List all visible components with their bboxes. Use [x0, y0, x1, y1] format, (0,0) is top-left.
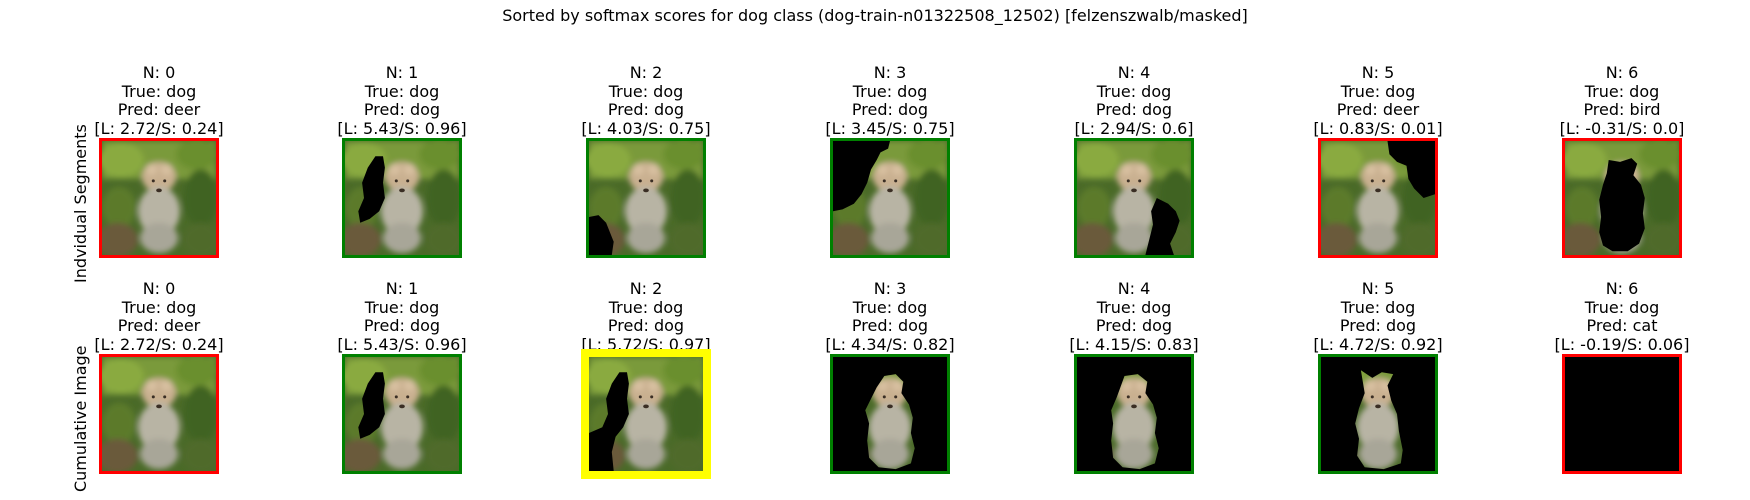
cell-title-r0-c4: N: 4 True: dog Pred: dog [L: 2.94/S: 0.6]: [1014, 63, 1254, 138]
cell-title-r0-c5: N: 5 True: dog Pred: deer [L: 0.83/S: 0.01]: [1258, 63, 1498, 138]
cell-title-r1-c5: N: 5 True: dog Pred: dog [L: 4.72/S: 0.92]: [1258, 279, 1498, 354]
cell-title-r1-c6: N: 6 True: dog Pred: cat [L: -0.19/S: 0.06]: [1502, 279, 1742, 354]
cell-true-label: True: dog: [121, 81, 197, 101]
cell-title-r1-c0: N: 0 True: dog Pred: deer [L: 2.72/S: 0.24]: [39, 279, 279, 354]
cell-score-label: [L: 2.72/S: 0.24]: [94, 334, 224, 354]
cell-n-label: N: 6: [1605, 63, 1639, 82]
cell-true-label: True: dog: [608, 81, 684, 101]
cell-true-label: True: dog: [1096, 297, 1172, 317]
cell-pred-label: Pred: deer: [117, 100, 201, 119]
cell-pred-label: Pred: dog: [1339, 316, 1417, 335]
thumbnail-r0-c2: [586, 138, 706, 258]
cell-true-label: True: dog: [121, 297, 197, 317]
thumbnail-r1-c4: [1074, 354, 1194, 474]
cell-true-label: True: dog: [852, 297, 928, 317]
cell-pred-label: Pred: dog: [607, 100, 685, 119]
cell-title-r0-c6: N: 6 True: dog Pred: bird [L: -0.31/S: 0.0]: [1502, 63, 1742, 138]
cell-pred-label: Pred: dog: [851, 316, 929, 335]
thumbnail-r0-c4: [1074, 138, 1194, 258]
cell-pred-label: Pred: dog: [851, 100, 929, 119]
cell-true-label: True: dog: [364, 297, 440, 317]
cell-true-label: True: dog: [608, 297, 684, 317]
cell-score-label: [L: 5.43/S: 0.96]: [337, 334, 467, 354]
cell-n-label: N: 1: [385, 63, 419, 82]
thumbnail-r1-c1: [342, 354, 462, 474]
thumbnail-r1-c5: [1318, 354, 1438, 474]
cell-pred-label: Pred: dog: [607, 316, 685, 335]
cell-n-label: N: 3: [873, 63, 907, 82]
row-label-cumulative: Cumulative Image: [71, 345, 90, 492]
thumbnail-r1-c0: [99, 354, 219, 474]
cell-true-label: True: dog: [1340, 297, 1416, 317]
thumbnail-r1-c3: [830, 354, 950, 474]
cell-n-label: N: 1: [385, 279, 419, 298]
cell-n-label: N: 2: [629, 279, 663, 298]
cell-pred-label: Pred: deer: [1336, 100, 1420, 119]
row-label-individual: Indvidual Segments: [71, 124, 90, 283]
thumbnail-r0-c5: [1318, 138, 1438, 258]
cell-title-r1-c1: N: 1 True: dog Pred: dog [L: 5.43/S: 0.96]: [282, 279, 522, 354]
cell-score-label: [L: -0.19/S: 0.06]: [1554, 334, 1690, 354]
cell-score-label: [L: 3.45/S: 0.75]: [825, 118, 955, 138]
figure-title: Sorted by softmax scores for dog class (…: [502, 6, 1248, 25]
cell-pred-label: Pred: deer: [117, 316, 201, 335]
cell-score-label: [L: 2.72/S: 0.24]: [94, 118, 224, 138]
cell-title-r1-c2: N: 2 True: dog Pred: dog [L: 5.72/S: 0.97]: [526, 279, 766, 354]
cell-true-label: True: dog: [364, 81, 440, 101]
cell-score-label: [L: -0.31/S: 0.0]: [1559, 118, 1685, 138]
cell-n-label: N: 6: [1605, 279, 1639, 298]
thumbnail-r1-c2: [581, 349, 711, 479]
cell-pred-label: Pred: bird: [1583, 100, 1661, 119]
cell-n-label: N: 4: [1117, 63, 1151, 82]
cell-title-r1-c4: N: 4 True: dog Pred: dog [L: 4.15/S: 0.83]: [1014, 279, 1254, 354]
cell-n-label: N: 2: [629, 63, 663, 82]
cell-true-label: True: dog: [1096, 81, 1172, 101]
cell-n-label: N: 5: [1361, 279, 1395, 298]
cell-n-label: N: 0: [142, 63, 176, 82]
cell-true-label: True: dog: [1584, 81, 1660, 101]
cell-true-label: True: dog: [852, 81, 928, 101]
cell-true-label: True: dog: [1584, 297, 1660, 317]
cell-title-r0-c2: N: 2 True: dog Pred: dog [L: 4.03/S: 0.75]: [526, 63, 766, 138]
cell-title-r0-c0: N: 0 True: dog Pred: deer [L: 2.72/S: 0.24]: [39, 63, 279, 138]
cell-pred-label: Pred: cat: [1586, 316, 1658, 335]
cell-score-label: [L: 5.72/S: 0.97]: [581, 334, 711, 354]
cell-n-label: N: 5: [1361, 63, 1395, 82]
thumbnail-r0-c0: [99, 138, 219, 258]
cell-score-label: [L: 4.15/S: 0.83]: [1069, 334, 1199, 354]
cell-n-label: N: 4: [1117, 279, 1151, 298]
cell-score-label: [L: 4.34/S: 0.82]: [825, 334, 955, 354]
cell-title-r0-c1: N: 1 True: dog Pred: dog [L: 5.43/S: 0.96]: [282, 63, 522, 138]
cell-pred-label: Pred: dog: [363, 100, 441, 119]
cell-pred-label: Pred: dog: [1095, 100, 1173, 119]
cell-true-label: True: dog: [1340, 81, 1416, 101]
thumbnail-r1-c6: [1562, 354, 1682, 474]
cell-title-r0-c3: N: 3 True: dog Pred: dog [L: 3.45/S: 0.75]: [770, 63, 1010, 138]
thumbnail-r0-c6: [1562, 138, 1682, 258]
cell-n-label: N: 0: [142, 279, 176, 298]
cell-n-label: N: 3: [873, 279, 907, 298]
cell-score-label: [L: 4.72/S: 0.92]: [1313, 334, 1443, 354]
cell-score-label: [L: 4.03/S: 0.75]: [581, 118, 711, 138]
cell-score-label: [L: 2.94/S: 0.6]: [1074, 118, 1194, 138]
cell-pred-label: Pred: dog: [363, 316, 441, 335]
thumbnail-r0-c3: [830, 138, 950, 258]
cell-score-label: [L: 5.43/S: 0.96]: [337, 118, 467, 138]
cell-title-r1-c3: N: 3 True: dog Pred: dog [L: 4.34/S: 0.82]: [770, 279, 1010, 354]
cell-score-label: [L: 0.83/S: 0.01]: [1313, 118, 1443, 138]
cell-pred-label: Pred: dog: [1095, 316, 1173, 335]
thumbnail-r0-c1: [342, 138, 462, 258]
